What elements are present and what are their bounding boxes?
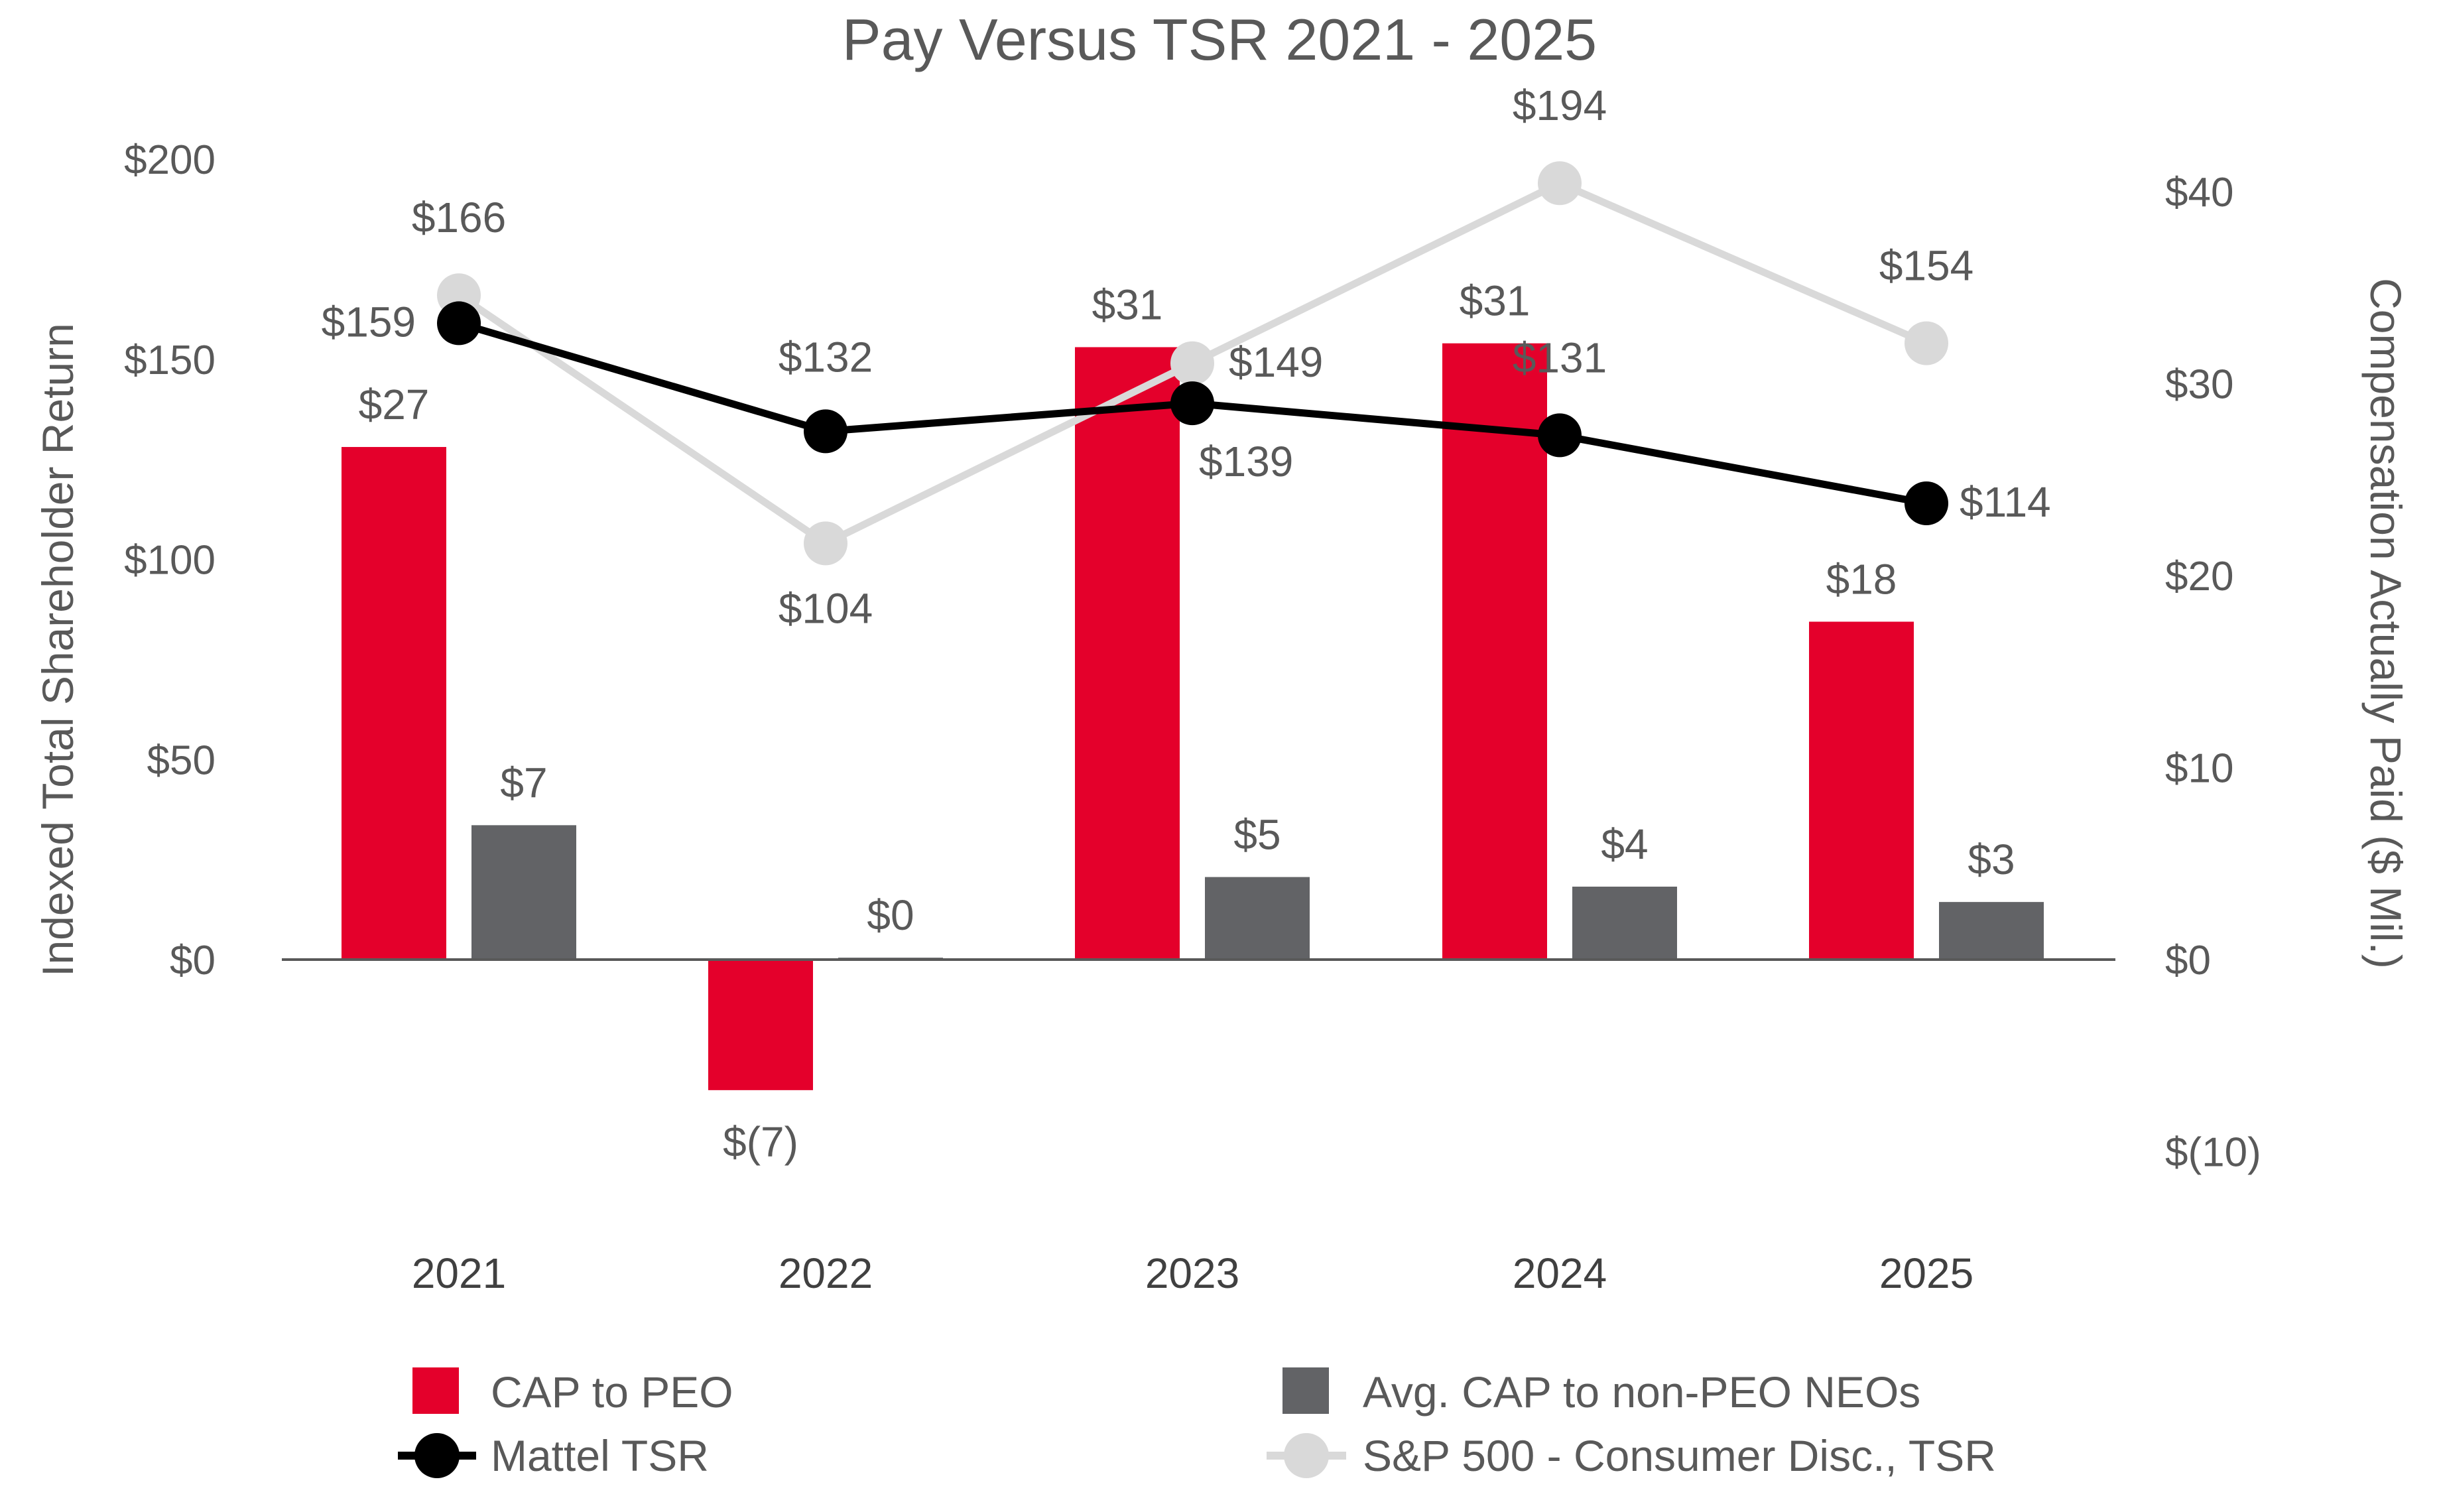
marker-sp500-tsr xyxy=(1905,321,1948,365)
bar-avg-cap-neo xyxy=(1572,886,1677,960)
left-tick-label: $150 xyxy=(124,338,216,383)
legend: CAP to PEO Avg. CAP to non-PEO NEOs Matt… xyxy=(398,1367,1996,1480)
bar-avg-cap-neo xyxy=(471,825,576,960)
right-axis-ticks: $(10) $0 $10 $20 $30 $40 xyxy=(2165,170,2261,1176)
bar-cap-peo xyxy=(342,447,446,960)
label-sp500-tsr: $104 xyxy=(779,584,873,632)
label-sp500-tsr: $149 xyxy=(1229,338,1323,386)
marker-sp500-tsr xyxy=(1170,341,1214,385)
bar-cap-peo xyxy=(1075,347,1180,960)
legend-swatch-avg-cap-neo xyxy=(1282,1367,1329,1414)
right-tick-label: $10 xyxy=(2165,746,2233,792)
left-tick-label: $50 xyxy=(147,737,216,783)
label-avg-cap-neo: $3 xyxy=(1968,836,2015,883)
right-tick-label: $(10) xyxy=(2165,1130,2261,1176)
bar-cap-peo xyxy=(1442,343,1547,960)
bar-cap-peo xyxy=(708,960,813,1090)
label-sp500-tsr: $154 xyxy=(1879,242,1973,290)
label-avg-cap-neo: $7 xyxy=(500,759,547,806)
category-label: 2022 xyxy=(779,1249,873,1297)
right-tick-label: $20 xyxy=(2165,554,2233,599)
right-axis-label: Compensation Actually Paid ($ Mil.) xyxy=(2361,278,2410,969)
label-cap-peo: $31 xyxy=(1092,281,1163,328)
label-cap-peo: $27 xyxy=(359,381,430,428)
left-axis-label: Indexed Total Shareholder Return xyxy=(33,323,82,977)
bar-cap-peo xyxy=(1809,621,1914,960)
left-tick-label: $200 xyxy=(124,137,216,183)
label-sp500-tsr: $194 xyxy=(1513,82,1607,129)
label-cap-peo: $18 xyxy=(1826,555,1897,603)
label-cap-peo: $31 xyxy=(1460,277,1531,325)
marker-sp500-tsr xyxy=(1538,161,1582,206)
legend-swatch-cap-peo xyxy=(412,1367,459,1414)
label-avg-cap-neo: $5 xyxy=(1233,811,1281,859)
label-avg-cap-neo: $0 xyxy=(867,891,914,939)
category-axis: 2021 2022 2023 2024 2025 xyxy=(412,1249,1973,1297)
legend-label-mattel-tsr: Mattel TSR xyxy=(491,1431,709,1480)
label-sp500-tsr: $166 xyxy=(412,194,506,241)
right-tick-label: $30 xyxy=(2165,362,2233,408)
line-marks xyxy=(437,161,1948,566)
bar-avg-cap-neo xyxy=(1205,877,1310,960)
label-avg-cap-neo: $4 xyxy=(1601,820,1648,868)
left-axis-ticks: $0 $50 $100 $150 $200 xyxy=(124,137,216,983)
label-cap-peo: $(7) xyxy=(723,1118,798,1166)
bar-marks xyxy=(342,343,2044,1090)
legend-marker-mattel-tsr xyxy=(414,1433,460,1478)
bar-avg-cap-neo xyxy=(1939,902,2044,960)
label-mattel-tsr: $114 xyxy=(1960,478,2051,526)
marker-sp500-tsr xyxy=(804,521,847,566)
right-tick-label: $40 xyxy=(2165,170,2233,216)
marker-mattel-tsr xyxy=(1905,481,1948,526)
data-labels: $27 $7 $(7) $0 $31 $5 $31 $4 $18 $3 $159 $166 $132 $1… xyxy=(322,82,2051,1166)
left-tick-label: $100 xyxy=(124,538,216,584)
category-label: 2023 xyxy=(1145,1249,1239,1297)
legend-label-avg-cap-neo: Avg. CAP to non-PEO NEOs xyxy=(1363,1367,1920,1417)
legend-label-cap-peo: CAP to PEO xyxy=(491,1367,733,1417)
marker-mattel-tsr xyxy=(1170,381,1214,426)
label-mattel-tsr: $159 xyxy=(322,298,416,346)
category-label: 2024 xyxy=(1513,1249,1607,1297)
label-mattel-tsr: $131 xyxy=(1513,334,1607,381)
label-mattel-tsr: $139 xyxy=(1199,438,1293,485)
legend-marker-sp500-tsr xyxy=(1284,1433,1329,1478)
chart-title: Pay Versus TSR 2021 - 2025 xyxy=(842,7,1597,72)
legend-label-sp500-tsr: S&P 500 - Consumer Disc., TSR xyxy=(1363,1431,1996,1480)
category-label: 2025 xyxy=(1879,1249,1973,1297)
category-label: 2021 xyxy=(412,1249,506,1297)
left-tick-label: $0 xyxy=(170,938,216,983)
marker-mattel-tsr xyxy=(804,409,847,454)
marker-mattel-tsr xyxy=(1538,413,1582,458)
right-tick-label: $0 xyxy=(2165,938,2211,983)
label-mattel-tsr: $132 xyxy=(779,333,873,381)
marker-mattel-tsr xyxy=(437,301,481,346)
